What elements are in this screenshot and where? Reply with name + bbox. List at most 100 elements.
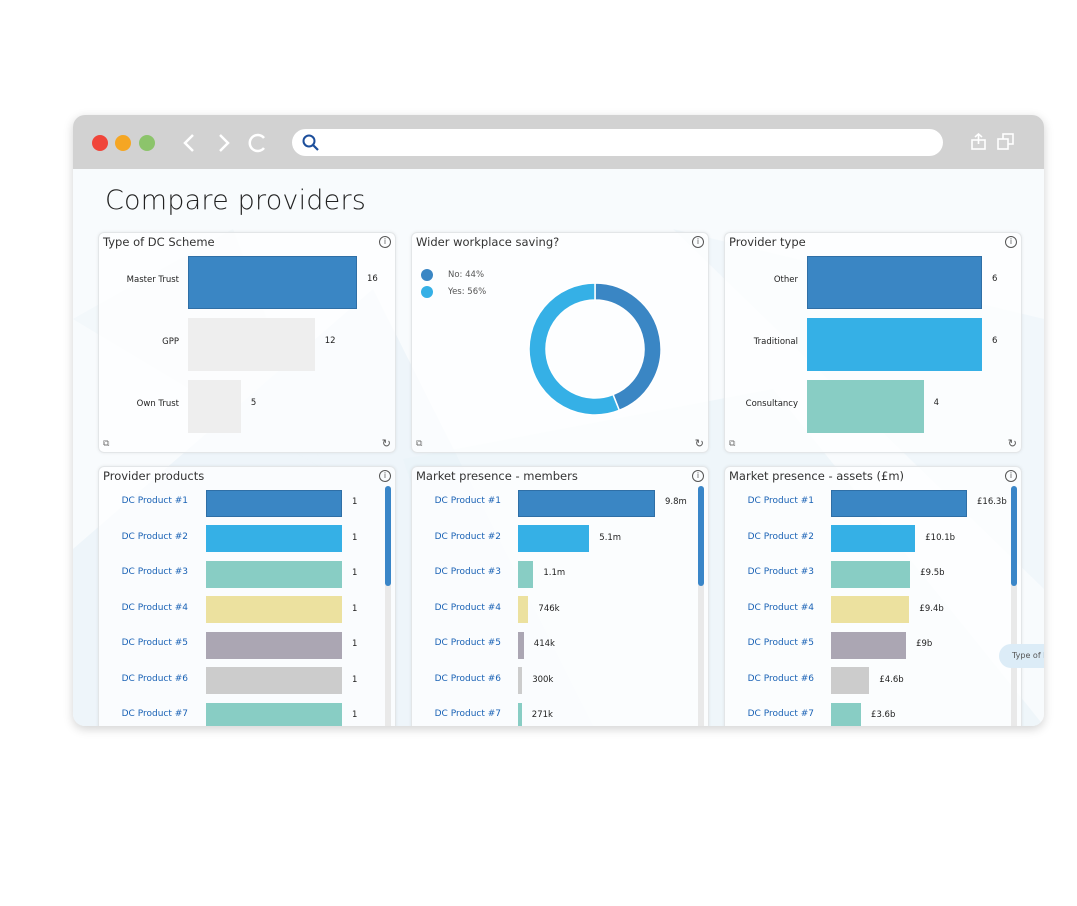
search-bar[interactable]	[292, 129, 943, 156]
category-link[interactable]: DC Product #2	[434, 531, 501, 542]
category-link[interactable]: DC Product #2	[747, 531, 814, 542]
provider-products-panel: Provider products i DC Product #1 1 DC Produ…	[98, 466, 396, 726]
bar[interactable]	[206, 631, 342, 659]
reload-icon[interactable]	[248, 133, 268, 153]
refresh-icon[interactable]: ↻	[381, 437, 391, 450]
bar[interactable]	[831, 525, 916, 552]
category-link[interactable]: DC Product #2	[121, 531, 188, 542]
scrollbar[interactable]	[1011, 486, 1017, 726]
value-label: 16	[367, 274, 378, 284]
info-icon[interactable]: i	[692, 236, 704, 248]
value-label: £16.3b	[977, 497, 1007, 507]
bar[interactable]	[206, 525, 342, 552]
filter-chip[interactable]: Type of DC	[999, 644, 1044, 668]
bar[interactable]	[206, 667, 342, 694]
value-label: £4.6b	[879, 674, 904, 685]
category-link[interactable]: DC Product #1	[747, 496, 814, 506]
category-link[interactable]: DC Product #4	[121, 602, 188, 613]
duplicate-window-icon[interactable]	[997, 133, 1015, 151]
category-link[interactable]: DC Product #1	[121, 496, 188, 506]
bar[interactable]	[206, 596, 342, 623]
donut-slice-yes[interactable]	[528, 282, 621, 416]
category-link[interactable]: DC Product #4	[747, 602, 814, 613]
value-label: £9b	[916, 639, 933, 649]
value-label: 1	[352, 674, 358, 685]
refresh-icon[interactable]: ↻	[1007, 437, 1017, 450]
category-label: Other	[773, 275, 798, 285]
forward-icon[interactable]	[216, 133, 232, 153]
refresh-icon[interactable]: ↻	[694, 437, 704, 450]
search-icon	[302, 134, 319, 151]
category-link[interactable]: DC Product #6	[121, 673, 188, 684]
category-link[interactable]: DC Product #5	[121, 638, 188, 648]
value-label: 300k	[532, 674, 554, 685]
bar[interactable]	[206, 702, 342, 726]
info-icon[interactable]: i	[379, 236, 391, 248]
bar[interactable]	[188, 379, 241, 433]
bar[interactable]	[188, 255, 357, 309]
category-link[interactable]: DC Product #7	[747, 709, 814, 719]
copy-icon[interactable]: ⧉	[103, 439, 110, 449]
bar[interactable]	[831, 489, 967, 517]
scrollbar[interactable]	[698, 486, 704, 726]
bar[interactable]	[831, 596, 910, 623]
category-link[interactable]: DC Product #5	[747, 638, 814, 648]
category-label: Master Trust	[126, 275, 179, 285]
bar[interactable]	[518, 489, 655, 517]
value-label: 1	[352, 532, 358, 543]
bar[interactable]	[518, 631, 524, 659]
value-label: £10.1b	[925, 532, 955, 543]
category-link[interactable]: DC Product #5	[434, 638, 501, 648]
value-label: 12	[324, 336, 336, 346]
scrollbar-thumb[interactable]	[385, 486, 391, 586]
category-link[interactable]: DC Product #7	[121, 709, 188, 719]
bar[interactable]	[206, 560, 342, 588]
scrollbar-thumb[interactable]	[698, 486, 704, 586]
back-icon[interactable]	[181, 133, 197, 153]
donut-slice-no[interactable]	[594, 282, 662, 412]
category-label: Own Trust	[136, 399, 179, 409]
bar[interactable]	[206, 489, 342, 517]
category-label: GPP	[162, 337, 179, 347]
minimize-window-button[interactable]	[115, 135, 131, 151]
bar[interactable]	[518, 560, 534, 588]
category-link[interactable]: DC Product #4	[434, 602, 501, 613]
share-icon[interactable]	[970, 133, 988, 151]
scrollbar[interactable]	[385, 486, 391, 726]
copy-icon[interactable]: ⧉	[416, 439, 423, 449]
bar[interactable]	[518, 525, 590, 552]
value-label: 9.8m	[665, 497, 687, 507]
bar[interactable]	[518, 667, 523, 694]
category-link[interactable]: DC Product #6	[434, 673, 501, 684]
bar[interactable]	[831, 560, 911, 588]
bar[interactable]	[807, 255, 982, 309]
provider-type-panel: Provider type i ⧉ ↻ Other 6 Traditional 6 Consul…	[724, 232, 1022, 453]
info-icon[interactable]: i	[692, 470, 704, 482]
category-link[interactable]: DC Product #3	[434, 567, 501, 577]
panel-title: Market presence - assets (£m)	[729, 469, 905, 483]
bar[interactable]	[807, 379, 924, 433]
category-link[interactable]: DC Product #7	[434, 709, 501, 719]
bar[interactable]	[807, 317, 982, 371]
scrollbar-thumb[interactable]	[1011, 486, 1017, 586]
panel-title: Wider workplace saving?	[416, 235, 560, 249]
category-link[interactable]: DC Product #3	[121, 567, 188, 577]
value-label: 6	[992, 336, 998, 346]
info-icon[interactable]: i	[379, 470, 391, 482]
legend-label[interactable]: Yes: 56%	[448, 287, 487, 297]
category-link[interactable]: DC Product #1	[434, 496, 501, 506]
maximize-window-button[interactable]	[139, 135, 155, 151]
copy-icon[interactable]: ⧉	[729, 439, 736, 449]
bar[interactable]	[831, 702, 862, 726]
bar[interactable]	[188, 317, 315, 371]
info-icon[interactable]: i	[1005, 236, 1017, 248]
legend-label[interactable]: No: 44%	[448, 270, 485, 280]
close-window-button[interactable]	[92, 135, 108, 151]
bar[interactable]	[518, 702, 522, 726]
bar[interactable]	[518, 596, 529, 623]
bar[interactable]	[831, 667, 870, 694]
category-link[interactable]: DC Product #6	[747, 673, 814, 684]
info-icon[interactable]: i	[1005, 470, 1017, 482]
bar[interactable]	[831, 631, 907, 659]
category-link[interactable]: DC Product #3	[747, 567, 814, 577]
